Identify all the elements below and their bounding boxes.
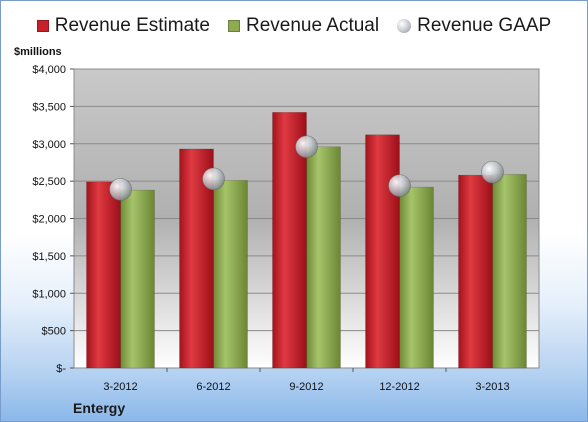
x-tick-label: 3-2012 [103,381,137,393]
y-axis-unit-label: $millions [14,46,62,58]
y-tick-label: $500 [42,326,66,338]
y-tick-label: $4,000 [32,64,66,76]
y-tick-label: $1,500 [32,251,66,263]
bar-revenue-estimate-3-2012 [86,181,121,369]
bar-revenue-actual-3-2013 [492,174,527,369]
legend-swatch-revenue-estimate [36,20,49,32]
legend-swatch-revenue-gaap [397,19,412,33]
x-tick-label: 12-2012 [379,381,419,393]
legend-item-revenue-gaap: Revenue GAAP [397,15,551,37]
y-axis-ticks: $- $500 $1,000 $1,500 $2,000 $2,500 $3,000 $3,5… [32,64,74,375]
gaap-markers [109,135,504,201]
legend: Revenue Estimate Revenue Actual Revenue GA… [1,15,587,37]
legend-label: Revenue Estimate [54,15,210,36]
marker-revenue-gaap-9-2012 [295,135,318,159]
x-tick-label: 9-2012 [289,381,323,393]
x-tick-label: 6-2012 [196,381,230,393]
x-tick-label: 3-2013 [475,381,509,393]
bar-revenue-actual-3-2012 [120,189,155,369]
marker-revenue-gaap-3-2012 [109,177,132,201]
legend-swatch-revenue-actual [228,20,240,32]
bar-revenue-estimate-12-2012 [365,134,400,369]
legend-item-revenue-estimate: Revenue Estimate [36,15,210,37]
marker-revenue-gaap-3-2013 [481,160,504,184]
marker-revenue-gaap-12-2012 [388,174,411,198]
bar-revenue-actual-9-2012 [306,146,341,369]
y-tick-label: $2,500 [32,176,66,188]
y-tick-label: $3,000 [32,139,66,151]
bar-revenue-actual-12-2012 [399,186,434,369]
x-axis-ticks: 3-2012 6-2012 9-2012 12-2012 3-2013 [103,368,510,393]
marker-revenue-gaap-6-2012 [202,167,225,191]
legend-item-revenue-actual: Revenue Actual [228,15,379,37]
y-tick-label: $2,000 [32,214,66,226]
company-label: Entergy [73,400,126,416]
y-tick-label: $1,000 [32,288,66,300]
legend-label: Revenue GAAP [417,15,552,36]
legend-label: Revenue Actual [246,15,380,36]
y-tick-label: $3,500 [32,101,66,113]
bar-revenue-estimate-3-2013 [458,174,493,369]
bar-revenue-actual-6-2012 [213,180,248,369]
y-tick-label: $- [56,363,66,375]
